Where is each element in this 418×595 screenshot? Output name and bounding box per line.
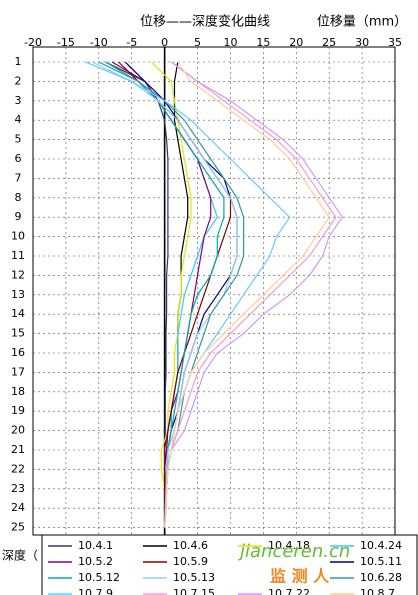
y-tick-label: 1 — [15, 55, 22, 68]
x-tick-label: -20 — [24, 36, 42, 49]
x-tick-label: -10 — [90, 36, 108, 49]
chart-title: 位移——深度变化曲线 — [140, 14, 270, 30]
y-axis-label: 深度（ — [2, 548, 38, 563]
y-tick-label: 23 — [11, 482, 25, 495]
x-tick-label: 20 — [289, 36, 303, 49]
y-tick-label: 4 — [15, 113, 22, 126]
legend-box — [41, 534, 418, 595]
series-line — [164, 61, 330, 528]
y-tick-label: 9 — [15, 210, 22, 223]
legend-label: 10.7.9 — [78, 587, 113, 595]
legend-label: 10.6.28 — [360, 571, 402, 584]
y-tick-label: 18 — [11, 385, 25, 398]
y-tick-label: 10 — [11, 230, 25, 243]
legend-label: 10.5.2 — [78, 555, 113, 568]
watermark: 监 测 人 — [270, 567, 330, 586]
x-tick-label: 5 — [194, 36, 201, 49]
legend-label: 10.5.13 — [173, 571, 215, 584]
y-tick-label: 6 — [15, 152, 22, 165]
legend-label: 10.4.6 — [173, 539, 208, 552]
y-tick-label: 7 — [15, 171, 22, 184]
x-tick-label: -15 — [57, 36, 75, 49]
plot-area — [33, 47, 395, 535]
legend-label: 10.8.7 — [360, 587, 395, 595]
legend-label: 10.5.9 — [173, 555, 208, 568]
x-tick-label: 10 — [223, 36, 237, 49]
y-tick-label: 22 — [11, 462, 25, 475]
x-tick-label: 30 — [355, 36, 369, 49]
y-tick-label: 24 — [11, 501, 25, 514]
legend: 10.4.1 10.4.6 10.4.18 10.4.24 10.5.2 10.5.9 10… — [48, 539, 402, 595]
legend-label: 10.7.22 — [268, 587, 310, 595]
y-tick-label: 21 — [11, 443, 25, 456]
x-tick-label: -5 — [126, 36, 137, 49]
y-tick-label: 12 — [11, 268, 25, 281]
x-tick-label: 35 — [388, 36, 402, 49]
legend-label: 10.5.12 — [78, 571, 120, 584]
x-axis-label: 位移量（mm） — [317, 15, 407, 30]
y-tick-label: 20 — [11, 424, 25, 437]
y-tick-label: 25 — [11, 521, 25, 534]
legend-label: 10.5.11 — [360, 555, 402, 568]
legend-label: 10.4.1 — [78, 539, 113, 552]
y-tick-label: 11 — [11, 249, 25, 262]
legend-label: 10.4.24 — [360, 539, 402, 552]
x-tick-label: 25 — [322, 36, 336, 49]
watermark: jianceren.cn — [237, 541, 350, 562]
legend-label: 10.4.18 — [268, 539, 310, 552]
y-tick-label: 19 — [11, 404, 25, 417]
legend-label: 10.7.15 — [173, 587, 215, 595]
y-tick-label: 5 — [15, 133, 22, 146]
x-tick-label: 0 — [161, 36, 168, 49]
y-tick-label: 16 — [11, 346, 25, 359]
x-tick-label: 15 — [256, 36, 270, 49]
y-tick-label: 13 — [11, 288, 25, 301]
y-tick-label: 17 — [11, 365, 25, 378]
y-tick-label: 2 — [15, 74, 22, 87]
y-tick-label: 8 — [15, 191, 22, 204]
y-tick-label: 14 — [11, 307, 25, 320]
y-tick-label: 15 — [11, 327, 25, 340]
series-line — [151, 61, 192, 528]
y-tick-label: 3 — [15, 94, 22, 107]
